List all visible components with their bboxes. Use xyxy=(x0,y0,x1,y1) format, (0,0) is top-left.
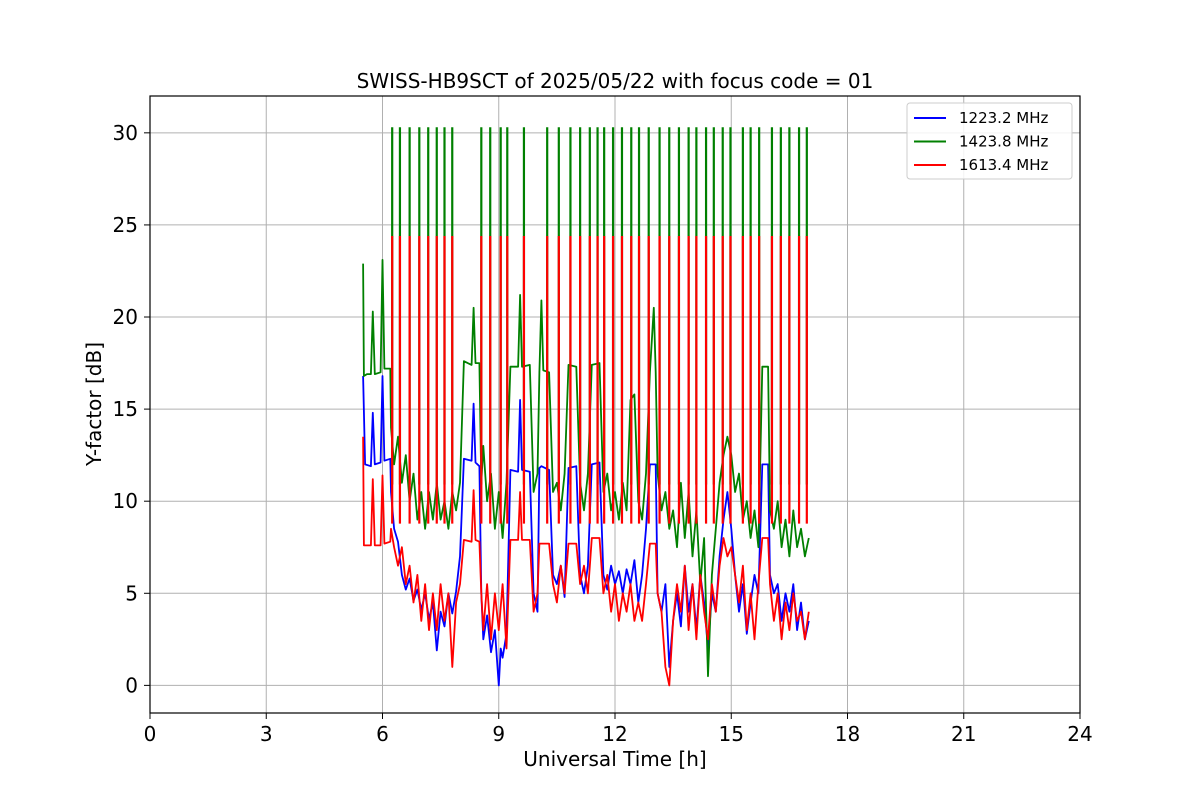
x-tick-label: 6 xyxy=(376,722,389,746)
series-1613-4-mhz xyxy=(362,235,810,687)
y-tick-label: 10 xyxy=(113,489,138,513)
legend-label: 1613.4 MHz xyxy=(959,156,1048,174)
x-tick-label: 24 xyxy=(1067,722,1092,746)
x-tick-label: 3 xyxy=(260,722,273,746)
axis-ticks: 0 3 6 9 12 15 18 21 24 0 5 10 15 20 25 30 xyxy=(113,121,1093,746)
y-tick-label: 5 xyxy=(125,581,138,605)
x-tick-label: 21 xyxy=(951,722,976,746)
x-tick-label: 15 xyxy=(719,722,744,746)
legend-label: 1223.2 MHz xyxy=(959,109,1048,127)
x-tick-label: 18 xyxy=(835,722,860,746)
x-tick-label: 0 xyxy=(144,722,157,746)
x-tick-label: 12 xyxy=(602,722,627,746)
x-tick-label: 9 xyxy=(492,722,505,746)
y-tick-label: 30 xyxy=(113,121,138,145)
y-tick-label: 25 xyxy=(113,213,138,237)
legend-label: 1423.8 MHz xyxy=(959,133,1048,151)
y-axis-label: Y-factor [dB] xyxy=(82,342,106,467)
series-line xyxy=(362,436,810,687)
legend: 1223.2 MHz 1423.8 MHz 1613.4 MHz xyxy=(906,102,1073,180)
legend-box xyxy=(906,102,1073,180)
chart-title: SWISS-HB9SCT of 2025/05/22 with focus co… xyxy=(357,69,874,93)
y-tick-label: 15 xyxy=(113,397,138,421)
y-tick-label: 20 xyxy=(113,305,138,329)
y-tick-label: 0 xyxy=(125,673,138,697)
x-axis-label: Universal Time [h] xyxy=(523,747,706,771)
series-group xyxy=(362,127,810,687)
